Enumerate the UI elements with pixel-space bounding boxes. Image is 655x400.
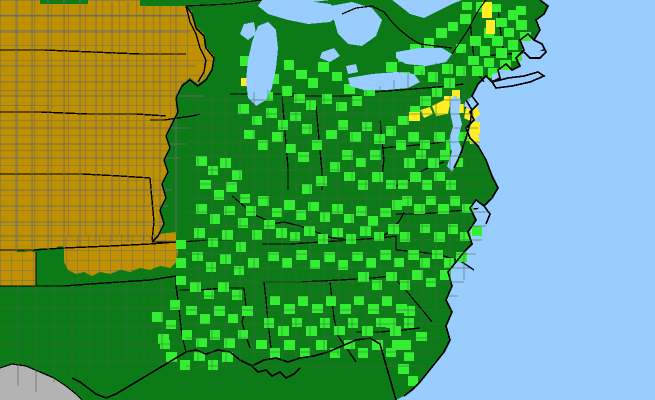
texas-county-detail: [0, 280, 186, 392]
plains-state-outline: [151, 5, 215, 243]
lake-superior: [258, 0, 342, 24]
yellow-county-maryland-2: [444, 96, 453, 107]
region-gold-oklahoma: [64, 232, 178, 276]
lake-erie: [348, 72, 420, 90]
yellow-county-virginia-1: [468, 132, 480, 144]
region-gold-plains: [0, 0, 214, 254]
cape-cod-bay: [522, 42, 542, 56]
yellow-county-wv-2: [420, 107, 433, 118]
lake-okeechobee: [434, 379, 448, 389]
yellow-county-vermont-1: [482, 2, 492, 18]
lake-michigan: [246, 22, 278, 106]
mexico-border: [0, 363, 83, 400]
pamlico-sound: [476, 204, 496, 224]
yellow-county-wisconsin: [241, 78, 250, 86]
bright-green-counties: [152, 2, 535, 386]
lake-ontario: [396, 48, 452, 66]
eastern-county-detail: [186, 50, 494, 372]
yellow-county-maryland-4: [456, 104, 464, 113]
yellow-county-vermont-2: [486, 20, 495, 34]
plains-county-detail: [0, 0, 204, 252]
mexico-no-data: [0, 364, 82, 400]
yellow-county-wv-1: [409, 112, 420, 121]
region-gold-panhandle: [0, 252, 36, 286]
